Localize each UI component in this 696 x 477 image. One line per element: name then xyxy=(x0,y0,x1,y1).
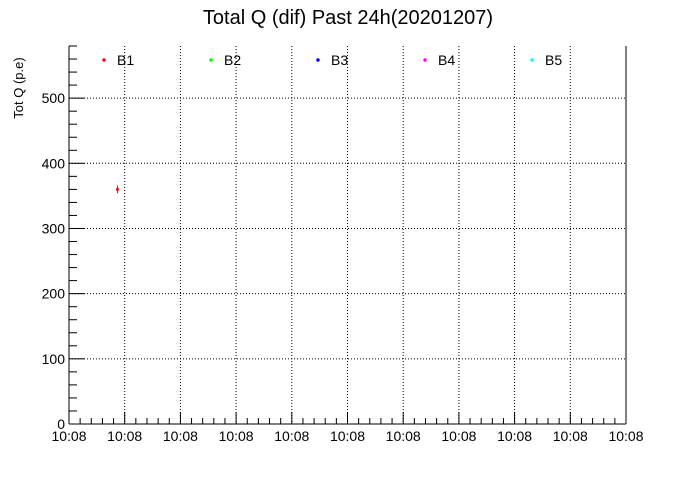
legend-marker-b1 xyxy=(102,58,106,62)
y-tick-label: 300 xyxy=(42,220,66,236)
x-tick-label: 10:08 xyxy=(219,428,254,444)
legend-label-b4: B4 xyxy=(438,52,455,68)
legend: B1 B2 B3 B4 B5 xyxy=(102,52,562,68)
y-axis-label: Tot Q (p.e) xyxy=(11,57,26,118)
data-points xyxy=(115,185,119,194)
data-point-b1 xyxy=(115,187,119,191)
y-tick-label: 400 xyxy=(42,155,66,171)
y-tick-labels: 0 100 200 300 400 500 xyxy=(42,90,66,432)
y-tick-label: 100 xyxy=(42,351,66,367)
x-tick-label: 10:08 xyxy=(441,428,476,444)
x-tick-label: 10:08 xyxy=(330,428,365,444)
legend-label-b2: B2 xyxy=(224,52,241,68)
x-tick-label: 10:08 xyxy=(608,428,643,444)
legend-marker-b5 xyxy=(530,58,534,62)
legend-label-b1: B1 xyxy=(117,52,134,68)
x-tick-label: 10:08 xyxy=(553,428,588,444)
legend-marker-b4 xyxy=(423,58,427,62)
x-tick-label: 10:08 xyxy=(163,428,198,444)
y-tick-label: 200 xyxy=(42,286,66,302)
legend-label-b3: B3 xyxy=(331,52,348,68)
x-tick-labels: 10:08 10:08 10:08 10:08 10:08 10:08 10:08 10:08… xyxy=(51,428,643,444)
x-tick-label: 10:08 xyxy=(274,428,309,444)
legend-marker-b3 xyxy=(316,58,320,62)
legend-marker-b2 xyxy=(209,58,213,62)
x-tick-label: 10:08 xyxy=(386,428,421,444)
x-tick-label: 10:08 xyxy=(497,428,532,444)
y-tick-label: 500 xyxy=(42,90,66,106)
grid-lines xyxy=(69,46,626,424)
chart-title: Total Q (dif) Past 24h(20201207) xyxy=(203,7,493,29)
x-tick-label: 10:08 xyxy=(107,428,142,444)
axes xyxy=(68,45,627,425)
y-tick-label: 0 xyxy=(57,416,65,432)
legend-label-b5: B5 xyxy=(545,52,562,68)
x-tick-label: 10:08 xyxy=(51,428,86,444)
